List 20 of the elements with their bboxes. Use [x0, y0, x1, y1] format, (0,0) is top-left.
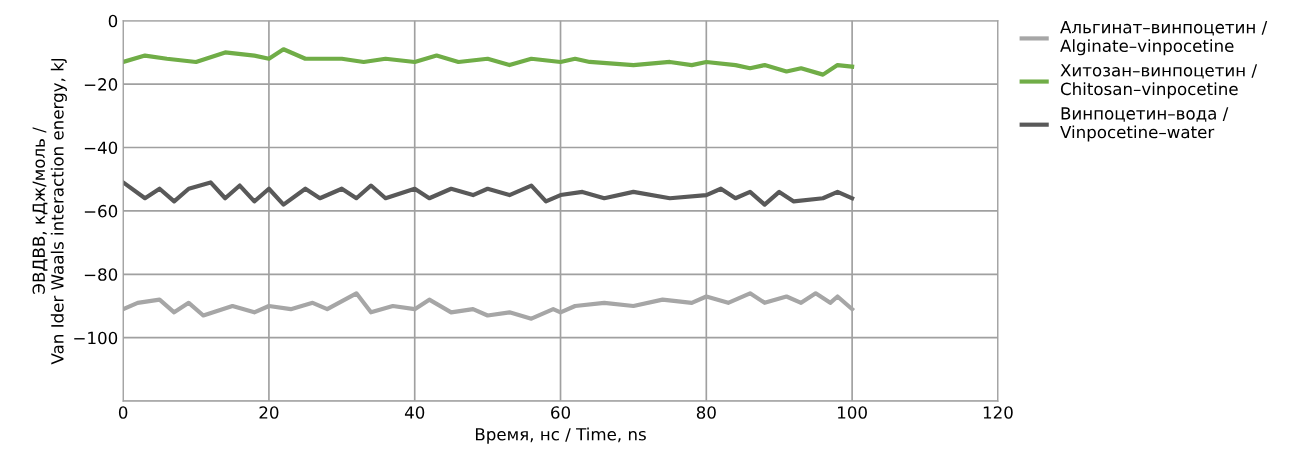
- legend-label: Хитозан–винпоцетин / Chitosan–vinpocetine: [1060, 64, 1258, 99]
- x-tick-label: 40: [404, 406, 425, 419]
- x-tick-label: 120: [983, 406, 1013, 419]
- y-tick-label: 0: [108, 14, 118, 28]
- y-tick-label: −40: [84, 141, 118, 155]
- y-tick-label: −100: [74, 331, 118, 345]
- x-axis-title: Время, нс / Time, ns: [475, 427, 646, 444]
- y-tick-label: −80: [84, 268, 118, 281]
- legend-label: Альгинат–винпоцетин / Alginate–vinpocetine: [1060, 21, 1268, 56]
- line-series: [123, 180, 855, 207]
- x-tick-label: 80: [696, 406, 716, 419]
- y-tick-label: −20: [84, 78, 118, 91]
- x-tick-label: 60: [551, 406, 571, 419]
- y-axis-title: ЭВДВВ, кДж/моль / Van Ider Waals interaction energy, kJ: [32, 58, 67, 365]
- legend-label: Винпоцетин–вода / Vinpocetine–water: [1060, 107, 1229, 142]
- x-tick-label: 100: [838, 406, 867, 419]
- x-tick-label: 0: [118, 406, 128, 419]
- x-tick-label: 20: [259, 406, 279, 419]
- y-tick-label: −60: [84, 204, 118, 218]
- line-series: [123, 47, 855, 77]
